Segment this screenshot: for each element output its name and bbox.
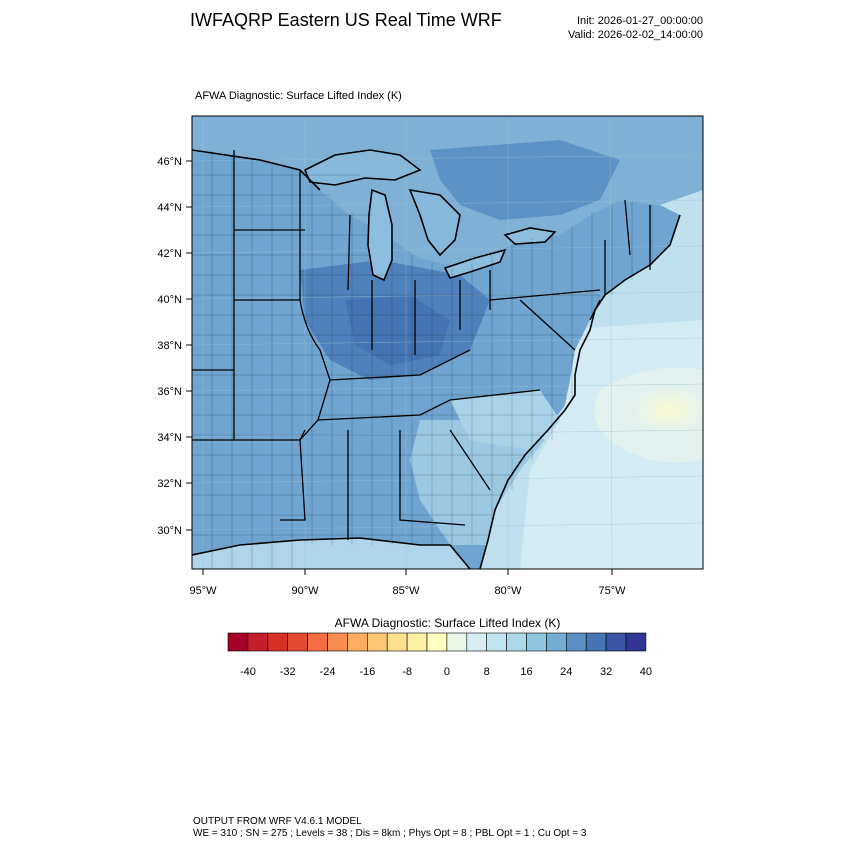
colorbar-swatch (366, 632, 388, 652)
lat-label-46: 46°N (157, 156, 182, 168)
map-panel (192, 116, 703, 569)
init-time: Init: 2026-01-27_00:00:00 (577, 15, 703, 27)
colorbar-tick-label: -16 (359, 666, 375, 678)
coastlines (192, 149, 681, 569)
lon-label-95: 95°W (189, 585, 217, 597)
colorbar-swatch (605, 632, 627, 652)
colorbar-swatch (347, 632, 368, 652)
plot-title: IWFAQRP Eastern US Real Time WRF (190, 10, 502, 30)
atlantic-warm-spot (636, 388, 703, 432)
colorbar-tick-label: 32 (600, 666, 612, 678)
lat-label-36: 36°N (157, 386, 182, 398)
colorbar-tick-label: 0 (444, 666, 450, 678)
colorbar-swatch (287, 632, 308, 652)
colorbar-tick-label: -24 (320, 666, 336, 678)
canada-dark-zone (430, 140, 620, 220)
lake-michigan (368, 190, 392, 280)
colorbar-tick-label: 8 (484, 666, 490, 678)
lat-label-44: 44°N (157, 202, 182, 214)
longitude-axis: 95°W 90°W 85°W 80°W 75°W (189, 569, 626, 597)
gulf-of-mexico (192, 538, 470, 569)
lat-label-30: 30°N (157, 525, 182, 537)
colorbar-swatch (267, 632, 288, 652)
footer-model-line: OUTPUT FROM WRF V4.6.1 MODEL (193, 816, 362, 827)
colorbar-swatch (247, 632, 269, 652)
lon-label-75: 75°W (598, 585, 626, 597)
colorbar-tick-label: 40 (640, 666, 652, 678)
valid-time: Valid: 2026-02-02_14:00:00 (568, 29, 703, 41)
field-title: AFWA Diagnostic: Surface Lifted Index (K… (195, 90, 402, 102)
lake-huron (410, 190, 460, 255)
colorbar-swatch (386, 632, 408, 652)
colorbar-swatch (625, 632, 647, 652)
lat-label-42: 42°N (157, 248, 182, 260)
colorbar-swatch (406, 632, 428, 652)
colorbar-swatch (466, 632, 487, 652)
colorbar-swatch (327, 632, 348, 652)
lat-label-38: 38°N (157, 340, 182, 352)
lat-label-34: 34°N (157, 432, 182, 444)
colorbar-swatch (546, 632, 567, 652)
colorbar: -40 -32 -24 -16 -8 0 8 16 24 32 40 (227, 632, 652, 678)
colorbar-swatch (585, 632, 607, 652)
colorbar-swatch (565, 632, 587, 652)
map-frame (191, 115, 704, 570)
colorbar-swatch (506, 632, 527, 652)
lake-erie (445, 250, 505, 278)
lat-label-40: 40°N (157, 294, 182, 306)
graticule (192, 116, 703, 569)
lon-label-80: 80°W (494, 585, 522, 597)
colorbar-tick-label: 16 (520, 666, 532, 678)
ohio-valley-darkest (345, 295, 450, 365)
colorbar-swatch (227, 632, 249, 652)
colorbar-swatch (486, 632, 507, 652)
colorbar-swatch (446, 632, 468, 652)
model-footer: OUTPUT FROM WRF V4.6.1 MODEL WE = 310 ; … (193, 816, 586, 840)
latitude-axis: 46°N 44°N 42°N 40°N 38°N 36°N 34°N 32°N … (157, 156, 192, 537)
lon-label-90: 90°W (291, 585, 319, 597)
colorbar-swatch (307, 632, 328, 652)
colorbar-tick-label: -40 (240, 666, 256, 678)
colorbar-swatch (426, 632, 448, 652)
colorbar-title: AFWA Diagnostic: Surface Lifted Index (K… (334, 616, 561, 630)
footer-config-line: WE = 310 ; SN = 275 ; Levels = 38 ; Dis … (193, 828, 587, 839)
colorbar-tick-label: 24 (560, 666, 572, 678)
lat-label-32: 32°N (157, 478, 182, 490)
lon-label-85: 85°W (392, 585, 420, 597)
colorbar-tick-label: -32 (280, 666, 296, 678)
colorbar-tick-label: -8 (402, 666, 412, 678)
southeast-light-zone (410, 420, 545, 545)
colorbar-swatch (526, 632, 547, 652)
init-valid-times: Init: 2026-01-27_00:00:00 Valid: 2026-02… (568, 14, 703, 42)
